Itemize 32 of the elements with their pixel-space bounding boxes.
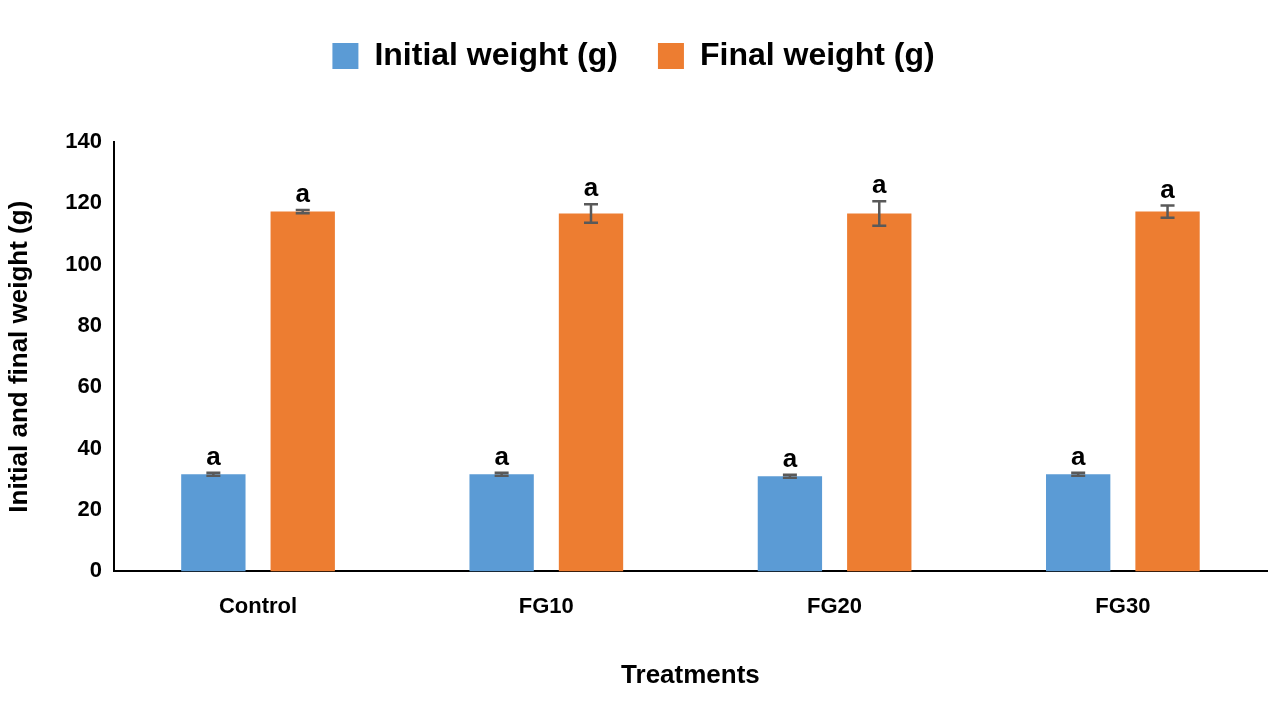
bar: [270, 211, 335, 572]
bar: [469, 474, 534, 572]
x-tick-label: FG30: [1095, 592, 1151, 618]
bar: [847, 213, 912, 572]
bar: [181, 474, 246, 572]
y-tick-label: 100: [65, 250, 102, 276]
y-axis-title: Initial and final weight (g): [2, 200, 33, 513]
legend-label: Initial weight (g): [374, 35, 618, 72]
y-tick-label: 140: [65, 128, 102, 154]
y-tick-label: 120: [65, 189, 102, 215]
data-label: a: [1160, 173, 1176, 204]
y-tick-label: 60: [77, 373, 102, 399]
bar: [558, 213, 624, 572]
y-tick-label: 0: [89, 557, 102, 583]
data-label: a: [494, 440, 510, 471]
legend-label: Final weight (g): [699, 35, 935, 72]
data-label: a: [206, 440, 222, 471]
data-label: a: [583, 172, 599, 203]
x-tick-label: Control: [218, 592, 298, 618]
x-axis-title: Treatments: [621, 658, 760, 689]
y-tick-label: 40: [77, 434, 102, 460]
data-label: a: [295, 178, 311, 209]
x-tick-label: FG10: [518, 592, 574, 618]
y-tick-label: 80: [77, 312, 102, 338]
bar: [1046, 474, 1111, 572]
bar: [1135, 211, 1200, 572]
x-tick-label: FG20: [807, 592, 863, 618]
bar: [757, 476, 823, 572]
data-label: a: [1070, 440, 1086, 471]
y-tick-label: 20: [77, 496, 102, 522]
data-label: a: [782, 442, 798, 473]
data-label: a: [872, 169, 888, 200]
